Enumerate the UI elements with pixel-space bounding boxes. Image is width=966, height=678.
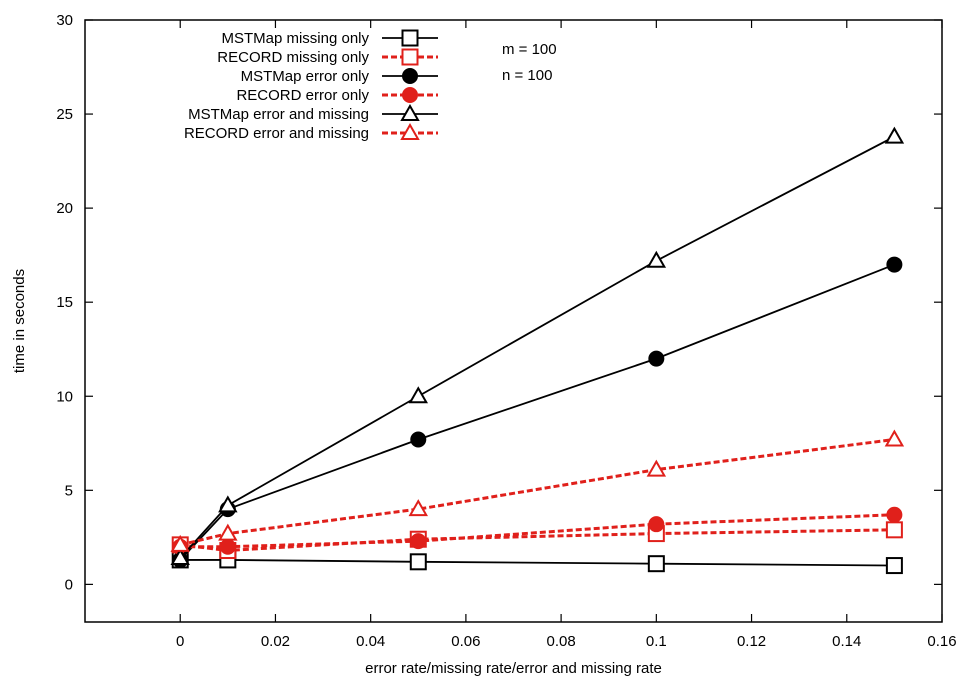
legend-marker	[402, 87, 418, 103]
y-tick-label: 25	[56, 106, 73, 123]
x-tick-label: 0.06	[451, 633, 480, 650]
series-3	[172, 256, 903, 568]
data-point	[648, 350, 665, 367]
data-point	[648, 516, 665, 533]
series-layer	[170, 126, 905, 575]
data-point	[410, 533, 427, 550]
data-point	[410, 431, 427, 448]
y-tick-label: 15	[56, 294, 73, 311]
legend-marker	[400, 103, 420, 121]
x-tick-label: 0.02	[261, 633, 290, 650]
x-tick-label: 0	[176, 633, 184, 650]
legend-marker	[400, 122, 420, 140]
axes: 0 0.02 0.04 0.06 0.08 0.1 0.12 0.14 0.16 0 5 10 15 20…	[11, 12, 957, 677]
x-tick-label: 0.04	[356, 633, 385, 650]
legend-entry-2: RECORD missing only	[217, 48, 438, 66]
y-tick-label: 10	[56, 388, 73, 405]
x-tick-label: 0.1	[646, 633, 667, 650]
legend-entry-6: RECORD error and missing	[184, 122, 438, 142]
x-tick-label: 0.14	[832, 633, 861, 650]
legend-label: RECORD missing only	[217, 49, 369, 66]
data-point	[218, 523, 238, 541]
legend-entry-3: MSTMap error only	[241, 68, 438, 85]
data-point	[170, 548, 190, 566]
legend-entry-1: MSTMap missing only	[221, 29, 438, 47]
legend-label: MSTMap error and missing	[188, 106, 369, 123]
y-tick-label: 0	[65, 576, 73, 593]
series-5	[170, 126, 905, 566]
data-point	[885, 521, 903, 539]
data-point	[218, 495, 238, 513]
x-tick-label: 0.16	[927, 633, 956, 650]
legend-marker	[402, 68, 418, 84]
annotation-2: n = 100	[502, 67, 552, 84]
plot-frame	[84, 19, 943, 623]
series-line	[180, 559, 895, 567]
data-point	[408, 386, 429, 404]
y-tick-label: 20	[56, 200, 73, 217]
legend: MSTMap missing only RECORD missing only MS…	[184, 29, 438, 142]
y-axis-label: time in seconds	[11, 269, 28, 373]
data-point	[219, 538, 236, 555]
y-tick-label: 5	[65, 482, 73, 499]
x-axis-label: error rate/missing rate/error and missin…	[365, 660, 662, 677]
legend-entry-5: MSTMap error and missing	[188, 103, 438, 123]
legend-marker	[401, 48, 419, 66]
data-point	[409, 553, 427, 571]
x-tick-label: 0.08	[547, 633, 576, 650]
legend-label: RECORD error only	[236, 87, 369, 104]
x-tick-label: 0.12	[737, 633, 766, 650]
data-point	[886, 506, 903, 523]
data-point	[884, 429, 905, 447]
data-point	[170, 534, 190, 552]
data-point	[646, 250, 667, 268]
data-point	[884, 126, 905, 144]
y-tick-label: 30	[56, 12, 73, 29]
legend-entry-4: RECORD error only	[236, 87, 438, 104]
series-line	[179, 263, 895, 561]
data-point	[885, 557, 903, 575]
data-point	[408, 499, 429, 517]
series-6	[170, 429, 905, 552]
series-line	[179, 135, 895, 559]
series-line	[179, 438, 895, 547]
data-point	[646, 459, 667, 477]
annotation-1: m = 100	[502, 41, 557, 58]
series-line	[180, 528, 895, 553]
series-1	[171, 551, 903, 575]
annotations: m = 100 n = 100	[502, 41, 557, 84]
legend-label: RECORD error and missing	[184, 125, 369, 142]
legend-label: MSTMap error only	[241, 68, 370, 85]
data-point	[886, 256, 903, 273]
data-point	[647, 555, 665, 573]
legend-label: MSTMap missing only	[221, 30, 369, 47]
legend-marker	[401, 29, 419, 47]
